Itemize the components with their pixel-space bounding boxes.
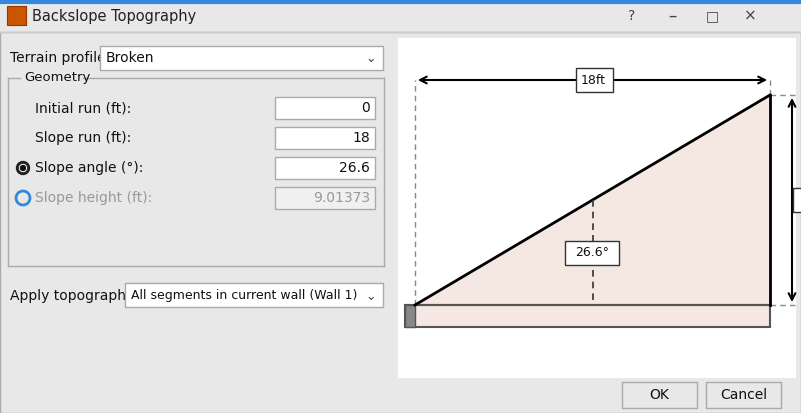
Text: Backslope Topography: Backslope Topography [32,9,196,24]
Bar [405,305,770,327]
Bar [405,305,415,327]
Bar [275,157,375,179]
Text: Initial run (ft):: Initial run (ft): [35,101,131,115]
Circle shape [19,164,26,171]
Text: All segments in current wall (Wall 1): All segments in current wall (Wall 1) [131,290,357,302]
Bar [275,97,375,119]
FancyBboxPatch shape [622,382,697,408]
Text: –: – [668,7,676,25]
Bar [125,283,383,307]
Text: 26.6: 26.6 [339,161,370,175]
FancyBboxPatch shape [565,240,618,264]
Text: □: □ [706,9,718,23]
Text: Slope angle (°):: Slope angle (°): [35,161,143,175]
Text: 9.01373: 9.01373 [313,191,370,205]
FancyBboxPatch shape [7,6,26,25]
Bar [0,0,801,32]
Text: Cancel: Cancel [720,388,767,402]
Bar [100,46,383,70]
Text: ?: ? [628,9,636,23]
Text: Broken: Broken [106,51,155,65]
Text: Terrain profile:: Terrain profile: [10,51,111,65]
FancyBboxPatch shape [706,382,781,408]
Text: 18: 18 [352,131,370,145]
Bar [398,38,796,378]
Text: ⌄: ⌄ [366,52,376,64]
Text: Geometry: Geometry [24,71,91,85]
Text: Apply topography to:: Apply topography to: [10,289,157,303]
Circle shape [17,161,30,175]
FancyBboxPatch shape [575,68,613,92]
Circle shape [18,192,29,204]
FancyBboxPatch shape [793,188,801,212]
Text: Slope run (ft):: Slope run (ft): [35,131,131,145]
Circle shape [21,166,26,171]
Text: ⌄: ⌄ [366,290,376,302]
Polygon shape [415,95,770,305]
Text: 26.6°: 26.6° [575,246,610,259]
Text: ×: × [743,9,756,24]
Text: OK: OK [650,388,670,402]
Bar [275,187,375,209]
Text: 0: 0 [361,101,370,115]
Bar [275,127,375,149]
Text: 18ft: 18ft [581,74,606,86]
Text: Slope height (ft):: Slope height (ft): [35,191,152,205]
